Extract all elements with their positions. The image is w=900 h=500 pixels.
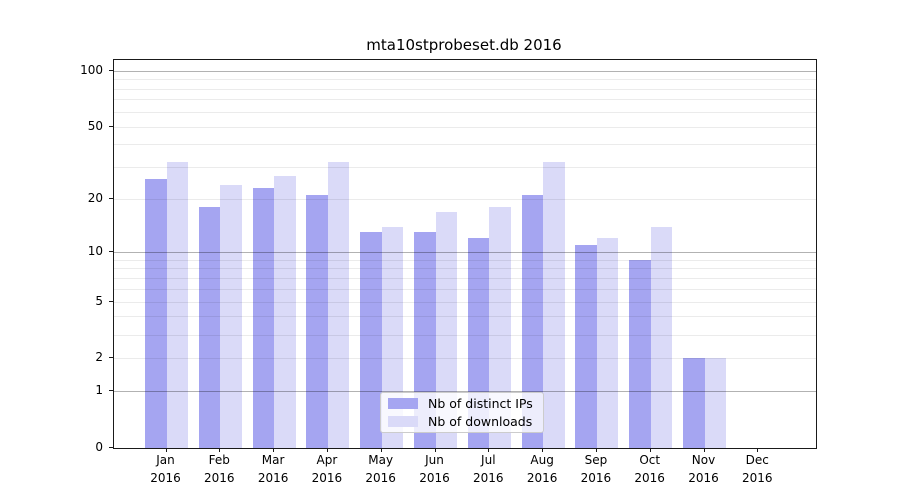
x-tick-jan	[165, 448, 167, 452]
x-tick-label-nov: Nov 2016	[688, 453, 719, 485]
gridline-70	[114, 99, 816, 101]
bar-distinct-ips-nov	[683, 358, 705, 448]
y-tick-10	[109, 250, 113, 252]
x-tick-label-dec: Dec 2016	[742, 453, 773, 485]
y-tick-0	[109, 447, 113, 448]
gridline-60	[114, 111, 816, 113]
y-tick-label-5: 5	[95, 293, 103, 308]
gridline-90	[114, 79, 816, 81]
legend-label: Nb of downloads	[428, 413, 533, 429]
y-tick-label-2: 2	[95, 350, 103, 365]
x-tick-dec	[757, 448, 759, 452]
x-tick-nov	[703, 448, 705, 452]
bar-distinct-ips-may	[360, 232, 382, 448]
bar-distinct-ips-jan	[145, 178, 167, 448]
x-tick-label-may: May 2016	[365, 453, 396, 485]
legend-swatch-distinct-ips	[388, 398, 418, 410]
bar-downloads-jun	[435, 211, 457, 448]
legend-item-distinct-ips: Nb of distinct IPs	[381, 395, 543, 413]
x-tick-label-jul: Jul 2016	[473, 453, 504, 485]
y-tick-label-100: 100	[80, 62, 103, 77]
bar-distinct-ips-sep	[575, 244, 597, 448]
x-tick-aug	[542, 448, 544, 452]
y-tick-label-10: 10	[87, 243, 103, 258]
x-tick-label-apr: Apr 2016	[311, 453, 343, 485]
x-tick-label-jun: Jun 2016	[419, 453, 450, 485]
legend-label: Nb of distinct IPs	[428, 396, 533, 412]
gridline-50	[114, 126, 816, 128]
gridline-20	[114, 199, 816, 200]
y-tick-1	[109, 390, 113, 392]
bar-downloads-jan	[166, 162, 188, 448]
y-tick-20	[109, 198, 113, 199]
y-tick-50	[109, 125, 113, 127]
x-tick-oct	[649, 448, 651, 452]
x-tick-feb	[219, 448, 221, 452]
legend-swatch-downloads	[388, 415, 418, 427]
x-tick-sep	[595, 448, 597, 452]
bar-downloads-jul	[489, 207, 511, 448]
x-tick-label-oct: Oct 2016	[634, 453, 665, 485]
x-tick-label-jan: Jan 2016	[150, 453, 181, 485]
gridline-6	[114, 288, 816, 290]
bar-distinct-ips-mar	[252, 188, 275, 448]
x-tick-label-feb: Feb 2016	[204, 453, 235, 485]
gridline-40	[114, 144, 816, 146]
x-tick-apr	[326, 448, 328, 452]
gridline-10	[114, 251, 816, 253]
y-tick-label-0: 0	[95, 440, 103, 454]
chart-title: mta10stprobeset.db 2016	[366, 36, 562, 54]
bar-distinct-ips-apr	[306, 195, 328, 448]
x-tick-jun	[434, 448, 436, 452]
gridline-3	[114, 334, 816, 336]
gridline-7	[114, 278, 816, 279]
bar-distinct-ips-oct	[629, 259, 651, 448]
gridline-80	[114, 88, 816, 90]
legend: Nb of distinct IPs Nb of downloads	[380, 392, 544, 433]
gridline-4	[114, 316, 816, 318]
y-tick-label-50: 50	[87, 118, 103, 133]
x-tick-label-sep: Sep 2016	[580, 453, 612, 485]
bar-downloads-feb	[220, 184, 242, 448]
y-tick-5	[109, 300, 113, 302]
legend-item-downloads: Nb of downloads	[381, 413, 543, 431]
gridline-8	[114, 268, 816, 270]
gridline-5	[114, 301, 816, 303]
x-tick-label-mar: Mar 2016	[257, 453, 289, 485]
plot-area	[113, 59, 817, 449]
gridline-9	[114, 259, 816, 261]
y-tick-2	[109, 357, 113, 359]
bar-downloads-oct	[650, 226, 673, 448]
x-tick-may	[380, 448, 382, 452]
bar-downloads-aug	[543, 162, 565, 448]
bar-downloads-mar	[274, 175, 296, 448]
x-tick-jul	[488, 448, 490, 452]
x-tick-label-aug: Aug 2016	[526, 453, 558, 485]
gridline-30	[114, 167, 816, 169]
bar-distinct-ips-feb	[198, 207, 221, 448]
gridline-100	[114, 70, 816, 72]
y-tick-100	[109, 69, 113, 71]
bar-distinct-ips-aug	[521, 195, 544, 448]
gridline-2	[114, 358, 816, 360]
bar-downloads-nov	[704, 358, 726, 448]
gridline-1	[114, 391, 816, 393]
y-tick-label-20: 20	[87, 191, 103, 205]
bar-downloads-apr	[327, 162, 350, 448]
x-tick-mar	[273, 448, 275, 452]
y-tick-label-1: 1	[95, 383, 103, 398]
bar-downloads-sep	[596, 238, 619, 448]
